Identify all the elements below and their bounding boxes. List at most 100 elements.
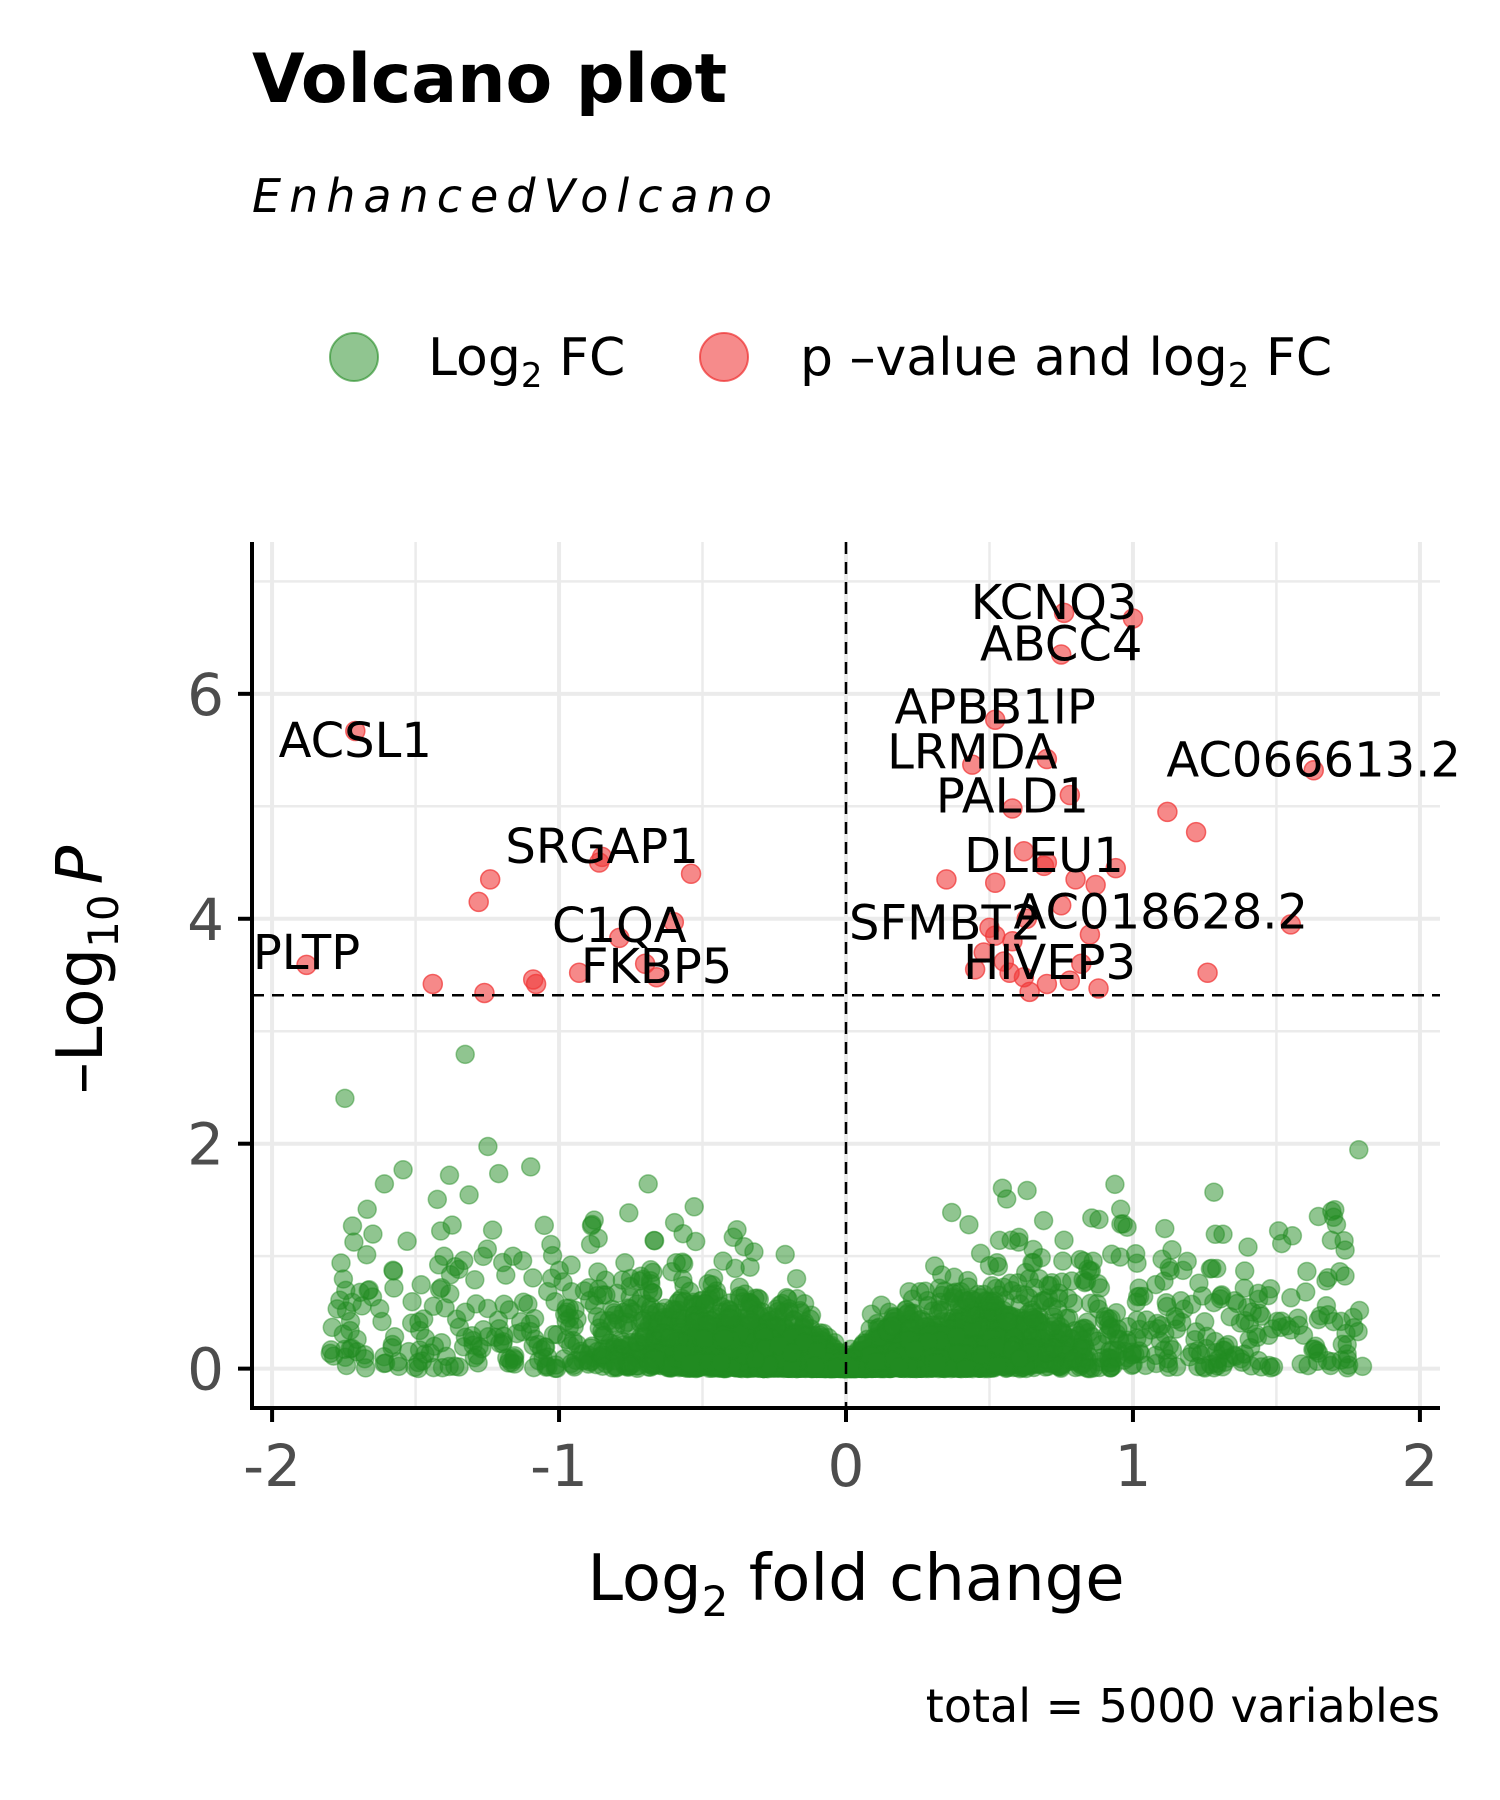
point-ns — [1267, 1311, 1287, 1332]
point-ns — [488, 1310, 509, 1330]
point-ns — [1111, 1214, 1131, 1234]
point-ns — [335, 1088, 355, 1109]
legend-label-pvalue-sub: 2 — [1228, 356, 1250, 396]
legend-swatch-pvalue-log2fc — [699, 332, 749, 382]
point-ns — [356, 1244, 377, 1265]
point-ns — [1058, 1288, 1078, 1309]
point-ns — [531, 1339, 552, 1360]
point-ns — [1017, 1180, 1037, 1201]
point-ns — [465, 1270, 485, 1290]
point-ns — [684, 1197, 704, 1217]
point-ns — [1239, 1314, 1260, 1334]
point-ns — [713, 1251, 733, 1271]
point-ns — [1210, 1289, 1231, 1309]
point-ns — [959, 1214, 979, 1235]
point-ns — [1083, 1251, 1103, 1271]
point-ns — [1336, 1323, 1356, 1344]
point-ns — [1177, 1251, 1197, 1272]
point-ns — [1227, 1293, 1247, 1314]
point-ns — [899, 1281, 919, 1302]
point-ns — [1171, 1312, 1192, 1332]
point-ns — [520, 1157, 541, 1177]
point-ns — [402, 1291, 422, 1312]
point-ns — [734, 1236, 754, 1257]
point-ns — [510, 1312, 531, 1332]
point-ns — [1042, 1316, 1062, 1337]
point-ns — [1101, 1244, 1122, 1265]
point-ns — [1122, 1345, 1142, 1365]
point-ns — [1162, 1340, 1183, 1360]
point-ns — [423, 1296, 444, 1317]
point-ns — [342, 1292, 362, 1313]
point-ns — [638, 1174, 658, 1194]
point-ns — [355, 1348, 375, 1369]
point-ns — [1331, 1350, 1351, 1370]
point-ns — [322, 1317, 343, 1338]
point-ns — [1105, 1174, 1125, 1195]
point-ns — [1088, 1274, 1108, 1294]
point-ns — [694, 1329, 715, 1349]
legend-swatch-log2fc — [329, 332, 379, 382]
point-ns — [1204, 1182, 1224, 1202]
point-ns — [408, 1352, 428, 1373]
point-ns — [541, 1234, 561, 1255]
point-ns — [861, 1304, 882, 1324]
point-ns — [357, 1199, 377, 1220]
point-ns — [1141, 1320, 1161, 1340]
point-ns — [979, 1255, 1000, 1276]
point-ns — [375, 1353, 396, 1373]
point-ns — [427, 1189, 448, 1210]
point-ns — [1077, 1312, 1098, 1332]
point-ns — [1135, 1355, 1156, 1376]
point-ns — [442, 1215, 462, 1235]
point-ns — [1157, 1296, 1177, 1317]
point-ns — [374, 1174, 395, 1194]
point-ns — [383, 1261, 404, 1281]
point-ns — [1194, 1312, 1215, 1332]
point-ns — [363, 1224, 383, 1244]
point-ns — [561, 1255, 581, 1275]
point-ns — [1271, 1233, 1292, 1254]
point-ns — [1053, 1251, 1073, 1271]
point-ns — [1195, 1358, 1215, 1378]
point-ns — [634, 1327, 654, 1348]
point-ns — [445, 1356, 465, 1377]
point-ns — [996, 1189, 1017, 1209]
point-ns — [1087, 1293, 1107, 1314]
point-ns — [775, 1244, 795, 1265]
point-ns — [504, 1354, 525, 1374]
point-ns — [477, 1239, 498, 1259]
point-ns — [629, 1271, 650, 1291]
point-ns — [673, 1269, 693, 1290]
point-ns — [513, 1292, 534, 1312]
point-ns — [1054, 1230, 1074, 1250]
point-ns — [1281, 1288, 1301, 1308]
point-ns — [929, 1300, 950, 1320]
point-ns — [564, 1357, 585, 1377]
point-ns — [1205, 1224, 1226, 1245]
point-ns — [790, 1300, 810, 1321]
point-ns — [393, 1160, 413, 1180]
point-ns — [462, 1325, 482, 1346]
point-ns — [1189, 1273, 1209, 1293]
point-ns — [786, 1268, 807, 1289]
point-ns — [1310, 1305, 1331, 1326]
point-ns — [942, 1283, 963, 1303]
point-ns — [727, 1220, 747, 1240]
point-ns — [1297, 1261, 1317, 1282]
point-ns — [1125, 1243, 1146, 1264]
legend-label-log2fc-rest: FC — [543, 328, 626, 388]
point-ns — [449, 1259, 469, 1280]
point-ns — [698, 1274, 718, 1294]
point-ns — [1155, 1218, 1175, 1239]
point-ns — [588, 1228, 608, 1249]
point-ns — [685, 1231, 706, 1252]
point-ns — [593, 1285, 613, 1305]
point-ns — [1187, 1340, 1208, 1361]
point-ns — [1335, 1240, 1355, 1260]
point-ns — [1001, 1230, 1021, 1251]
chart-subtitle: EnhancedVolcano — [252, 169, 780, 223]
point-ns — [397, 1231, 417, 1252]
point-ns — [602, 1313, 623, 1334]
point-ns — [429, 1279, 450, 1300]
